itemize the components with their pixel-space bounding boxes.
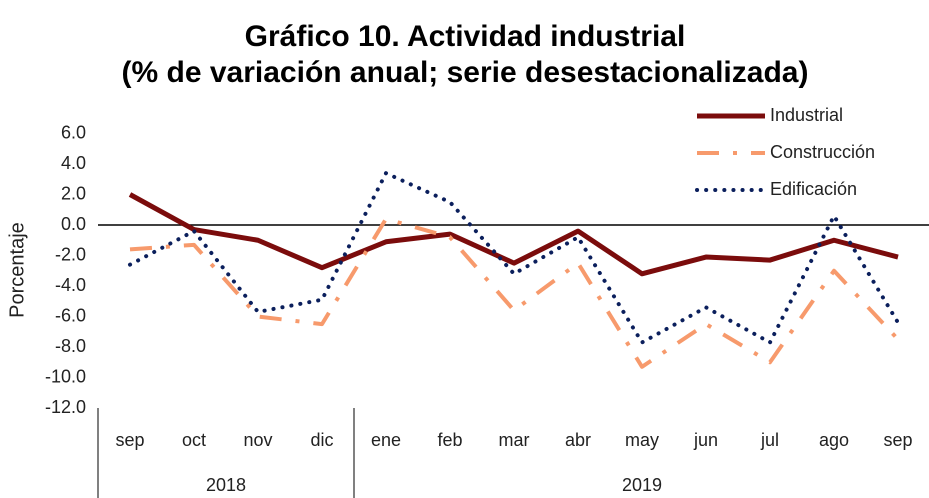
x-tick-label: sep bbox=[115, 430, 144, 450]
series-line bbox=[129, 216, 900, 369]
x-tick-label: abr bbox=[565, 430, 591, 450]
x-tick-label: nov bbox=[243, 430, 272, 450]
y-tick-label: -12.0 bbox=[45, 397, 86, 417]
x-tick-label: oct bbox=[182, 430, 206, 450]
group-label: 2019 bbox=[622, 475, 662, 495]
y-tick-label: -8.0 bbox=[55, 336, 86, 356]
y-tick-label: 0.0 bbox=[61, 214, 86, 234]
group-label: 2018 bbox=[206, 475, 246, 495]
y-tick-label: 4.0 bbox=[61, 153, 86, 173]
legend-label: Edificación bbox=[770, 179, 857, 199]
y-tick-label: -4.0 bbox=[55, 275, 86, 295]
x-tick-label: ago bbox=[819, 430, 849, 450]
series-line bbox=[128, 171, 900, 345]
x-tick-label: jul bbox=[760, 430, 779, 450]
x-tick-label: dic bbox=[310, 430, 333, 450]
x-tick-label: jun bbox=[693, 430, 718, 450]
x-tick-label: mar bbox=[499, 430, 530, 450]
y-tick-label: 2.0 bbox=[61, 183, 86, 203]
series-line bbox=[128, 192, 899, 277]
y-tick-label: -10.0 bbox=[45, 366, 86, 386]
y-axis-label: Porcentaje bbox=[6, 222, 28, 318]
x-tick-label: sep bbox=[883, 430, 912, 450]
y-tick-label: -6.0 bbox=[55, 305, 86, 325]
y-tick-label: 6.0 bbox=[61, 122, 86, 142]
chart-title: Gráfico 10. Actividad industrial bbox=[245, 20, 686, 53]
x-tick-label: feb bbox=[437, 430, 462, 450]
legend-label: Construcción bbox=[770, 142, 875, 162]
x-tick-label: ene bbox=[371, 430, 401, 450]
x-tick-label: may bbox=[625, 430, 659, 450]
chart-title: (% de variación anual; serie desestacion… bbox=[122, 56, 809, 89]
y-tick-label: -2.0 bbox=[55, 244, 86, 264]
legend-label: Industrial bbox=[770, 105, 843, 125]
